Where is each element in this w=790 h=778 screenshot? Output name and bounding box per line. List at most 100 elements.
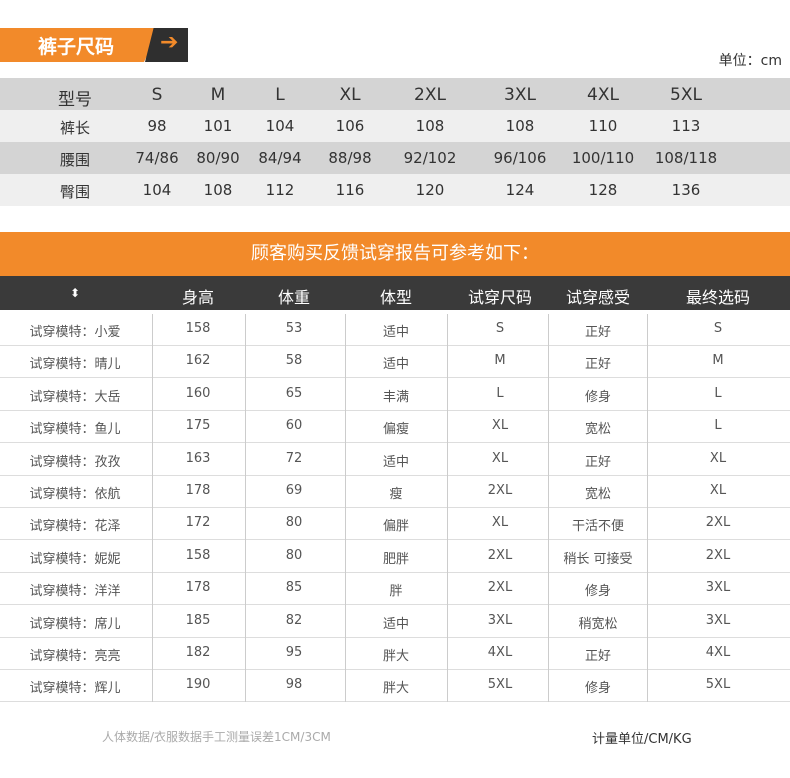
header-cell: 体型 [379, 288, 413, 307]
table-cell: 试穿模特：洋洋 [29, 584, 121, 600]
table-row: 试穿模特：孜孜 163 72 适中 XL 正好 XL [0, 443, 790, 476]
table-cell: 178 [185, 483, 211, 498]
size-row: 腰围 74/86 80/90 84/94 88/98 92/102 96/106 100/11… [0, 142, 790, 174]
sort-updown-icon[interactable]: ⬍ [69, 286, 81, 300]
size-cell: 110 [588, 117, 618, 135]
table-cell: 82 [285, 612, 303, 628]
header-cell: 最终选码 [685, 288, 751, 307]
table-cell: 3XL [705, 612, 731, 628]
table-cell: 175 [185, 418, 211, 434]
table-cell: 稍宽松 [578, 616, 618, 632]
table-cell: 试穿模特：孜孜 [29, 454, 121, 470]
size-cell: 96/106 [493, 149, 547, 167]
section-title-tag: 裤子尺码 ➔ [0, 28, 188, 62]
size-cell: 120 [415, 181, 445, 199]
table-cell: 2XL [487, 483, 513, 498]
table-cell: 适中 [382, 454, 410, 470]
table-cell: XL [709, 483, 727, 498]
table-cell: 偏胖 [382, 519, 410, 535]
size-header-row: 型号 S M L XL 2XL 3XL 4XL 5XL [0, 78, 790, 110]
size-cell: 92/102 [403, 149, 457, 167]
table-cell: 95 [285, 645, 303, 660]
table-row: 试穿模特：小爱 158 53 适中 S 正好 S [0, 313, 790, 346]
size-cell: 88/98 [328, 149, 372, 167]
table-cell: 试穿模特：妮妮 [29, 551, 121, 567]
size-cell: 101 [203, 117, 233, 135]
table-cell: 3XL [705, 580, 731, 596]
size-cell: 116 [335, 181, 365, 199]
size-cell: 104 [265, 117, 295, 135]
table-cell: 158 [185, 321, 211, 336]
table-cell: 80 [285, 547, 303, 563]
size-cell: 136 [671, 181, 701, 199]
table-row: 试穿模特：花泽 172 80 偏胖 XL 干活不便 2XL [0, 507, 790, 541]
table-cell: 2XL [487, 580, 513, 596]
table-cell: 适中 [382, 616, 410, 632]
table-cell: 修身 [584, 681, 612, 697]
table-cell: 胖大 [382, 649, 410, 664]
table-cell: 2XL [705, 515, 731, 531]
size-cell: 104 [142, 181, 172, 199]
size-cell: 124 [505, 181, 535, 199]
table-cell: 瘦 [389, 487, 403, 502]
table-cell: S [713, 321, 723, 336]
size-cell: 3XL [504, 85, 536, 105]
table-cell: 53 [285, 321, 303, 336]
table-cell: 正好 [584, 454, 612, 470]
size-cell: 腰围 [59, 151, 91, 169]
column-divider [345, 314, 346, 702]
size-cell: 2XL [414, 85, 446, 105]
size-cell: 84/94 [258, 149, 302, 167]
size-row: 裤长 98 101 104 106 108 108 110 113 [0, 110, 790, 142]
table-cell: 190 [185, 677, 211, 693]
table-row: 试穿模特：妮妮 158 80 肥胖 2XL 稍长 可接受 2XL [0, 540, 790, 573]
table-cell: 69 [285, 483, 303, 498]
size-cell: M [210, 85, 226, 105]
table-cell: 试穿模特：依航 [29, 487, 121, 502]
table-cell: 60 [285, 418, 303, 434]
size-cell: 4XL [587, 85, 619, 105]
table-cell: 163 [185, 450, 211, 466]
table-row: 试穿模特：依航 178 69 瘦 2XL 宽松 XL [0, 475, 790, 508]
size-cell: S [151, 85, 163, 105]
size-cell: 5XL [670, 85, 702, 105]
table-cell: 2XL [487, 547, 513, 563]
arrow-right-icon: ➔ [160, 30, 179, 55]
size-cell: 臀围 [59, 183, 91, 201]
table-cell: XL [491, 418, 509, 434]
size-cell: 裤长 [59, 119, 91, 137]
table-cell: 158 [185, 547, 211, 563]
feedback-table-header: ⬍ 身高 体重 体型 试穿尺码 试穿感受 最终选码 [0, 276, 790, 310]
table-cell: 修身 [584, 389, 612, 405]
table-cell: 胖大 [382, 681, 410, 697]
column-divider [647, 314, 648, 702]
table-cell: XL [491, 515, 509, 531]
size-cell: 98 [147, 117, 167, 135]
feedback-banner: 顾客购买反馈试穿报告可参考如下： [0, 232, 790, 276]
table-cell: 185 [185, 612, 211, 628]
table-cell: 稍长 可接受 [563, 551, 633, 567]
table-cell: 适中 [382, 325, 410, 340]
header-cell: 试穿尺码 [467, 288, 533, 307]
table-cell: 丰满 [382, 389, 410, 405]
size-cell: 型号 [58, 90, 92, 110]
table-cell: 162 [185, 353, 211, 369]
measurement-note: 人体数据/衣服数据手工测量误差1CM/3CM [102, 730, 331, 744]
table-row: 试穿模特：大岳 160 65 丰满 L 修身 L [0, 378, 790, 411]
section-title: 裤子尺码 [38, 36, 115, 58]
table-cell: 试穿模特：鱼儿 [29, 422, 121, 438]
size-cell: 106 [335, 117, 365, 135]
table-cell: L [496, 385, 504, 401]
table-cell: 正好 [584, 649, 612, 664]
table-cell: 肥胖 [382, 551, 410, 567]
table-cell: L [714, 418, 722, 434]
unit-note: 计量单位/CM/KG [592, 732, 692, 747]
unit-label: 单位：cm [718, 53, 782, 69]
table-cell: 65 [285, 385, 303, 401]
table-cell: 试穿模特：花泽 [29, 519, 121, 535]
table-cell: L [714, 385, 722, 401]
table-row: 试穿模特：席儿 185 82 适中 3XL 稍宽松 3XL [0, 605, 790, 638]
table-cell: 4XL [487, 645, 513, 660]
table-cell: 试穿模特：亮亮 [29, 649, 121, 664]
table-cell: 160 [185, 385, 211, 401]
